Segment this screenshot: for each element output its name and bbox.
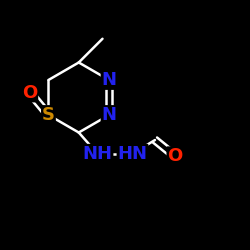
- Text: N: N: [102, 71, 116, 89]
- Text: S: S: [42, 106, 55, 124]
- Text: N: N: [102, 106, 116, 124]
- Text: O: O: [168, 147, 182, 165]
- Text: HN: HN: [118, 145, 148, 163]
- Text: NH: NH: [82, 145, 112, 163]
- Text: O: O: [22, 84, 37, 102]
